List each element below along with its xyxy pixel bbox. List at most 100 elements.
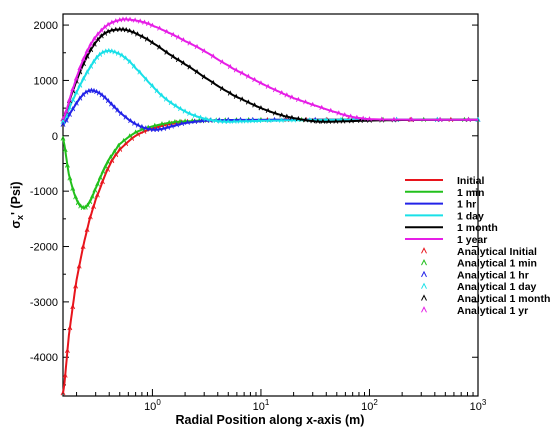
legend-label: 1 hr [457, 199, 476, 211]
analytical-marker [73, 89, 79, 95]
y-tick-label: -1000 [30, 186, 58, 198]
analytical-marker [108, 154, 113, 160]
analytical-marker [252, 102, 258, 108]
analytical-marker [88, 63, 94, 69]
analytical-marker [225, 118, 231, 124]
analytical-marker [150, 22, 155, 28]
analytical-marker [265, 83, 271, 89]
analytical-marker [105, 159, 111, 165]
analytical-marker [109, 101, 114, 107]
analytical-marker [217, 118, 223, 124]
series-line-1-year [62, 18, 478, 121]
analytical-marker [173, 103, 179, 109]
analytical-marker [164, 28, 170, 35]
analytical-marker [105, 21, 111, 27]
analytical-marker [178, 105, 183, 112]
analytical-marker [175, 34, 181, 40]
analytical-marker [106, 47, 112, 54]
analytical-marker [182, 108, 188, 114]
analytical-marker [172, 119, 178, 125]
analytical-marker [278, 117, 284, 123]
analytical-marker [326, 118, 332, 124]
analytical-marker [100, 178, 105, 185]
analytical-marker [187, 40, 193, 46]
analytical-marker [187, 64, 193, 70]
legend-marker [421, 306, 427, 313]
analytical-marker [348, 113, 354, 119]
y-tick-label: -4000 [30, 352, 58, 364]
analytical-marker [170, 53, 176, 59]
analytical-marker [203, 116, 209, 122]
analytical-marker [161, 125, 167, 131]
analytical-marker [143, 76, 149, 82]
analytical-marker [60, 118, 66, 125]
y-tick-label: 0 [52, 131, 58, 143]
analytical-marker [102, 24, 108, 30]
analytical-marker [284, 113, 290, 119]
analytical-marker [151, 126, 156, 133]
analytical-marker [70, 97, 76, 103]
x-tick-label: 103 [470, 398, 487, 413]
analytical-marker [219, 85, 225, 91]
analytical-marker [237, 118, 243, 124]
analytical-marker [60, 390, 66, 396]
series-line-1-day [62, 49, 478, 123]
analytical-markers-1 [60, 116, 467, 210]
analytical-marker [76, 263, 82, 269]
analytical-marker [77, 82, 83, 88]
analytical-marker [210, 53, 216, 59]
analytical-marker [310, 118, 316, 124]
analytical-marker [360, 115, 366, 121]
analytical-marker [84, 53, 90, 59]
analytical-marker [349, 118, 354, 124]
analytical-marker [159, 92, 165, 98]
analytical-marker [60, 121, 66, 127]
analytical-marker [70, 86, 76, 92]
analytical-marker [97, 174, 103, 181]
analytical-marker [227, 90, 233, 96]
analytical-marker [105, 97, 111, 104]
y-tick-label: 1000 [34, 75, 58, 87]
analytical-marker [92, 187, 98, 193]
analytical-marker [340, 118, 346, 124]
analytical-marker [118, 110, 124, 116]
analytical-marker [63, 108, 69, 114]
analytical-marker [391, 116, 397, 122]
analytical-marker [185, 119, 190, 125]
analytical-marker [62, 146, 68, 153]
analytical-marker [88, 46, 94, 53]
analytical-marker [119, 52, 125, 58]
analytical-marker [295, 96, 301, 102]
analytical-marker [129, 135, 135, 141]
analytical-marker [233, 67, 239, 73]
analytical-marker [239, 70, 245, 76]
analytical-marker [113, 18, 119, 24]
analytical-marker [102, 30, 108, 36]
analytical-marker [166, 119, 172, 126]
analytical-marker [112, 49, 118, 55]
analytical-marker [80, 243, 86, 250]
analytical-marker [100, 168, 106, 174]
analytical-marker [75, 199, 81, 206]
analytical-marker [131, 29, 137, 35]
analytical-marker [336, 110, 342, 116]
analytical-marker [466, 116, 471, 122]
analytical-marker [147, 126, 153, 132]
analytical-marker [67, 325, 73, 331]
analytical-marker [354, 114, 360, 120]
analytical-marker [379, 116, 385, 122]
legend-label: 1 month [457, 222, 498, 234]
analytical-marker [120, 26, 126, 32]
y-tick-label: -3000 [30, 297, 58, 309]
y-tick-label: -2000 [30, 242, 58, 254]
tick-marks [63, 24, 479, 396]
analytical-marker [198, 114, 203, 120]
analytical-marker [78, 203, 84, 209]
analytical-marker [81, 56, 86, 62]
analytical-marker [409, 116, 415, 122]
analytical-marker [135, 131, 141, 137]
analytical-marker [303, 117, 308, 123]
analytical-marker [117, 26, 123, 32]
analytical-marker [70, 303, 76, 310]
